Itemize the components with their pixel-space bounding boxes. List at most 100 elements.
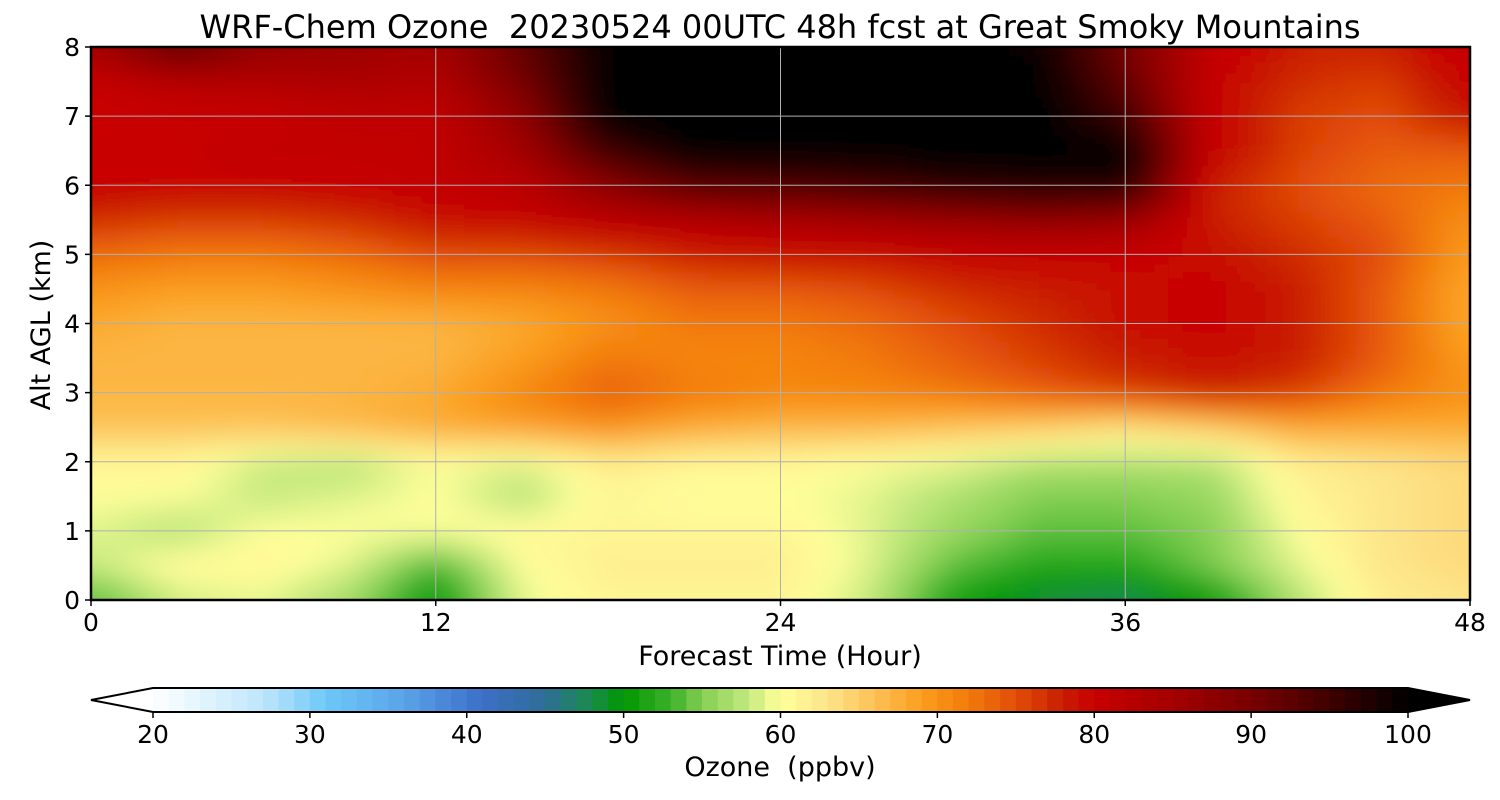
- heatmap-cell: [1182, 539, 1198, 549]
- heatmap-cell: [1326, 504, 1342, 515]
- heatmap-cell: [665, 193, 681, 204]
- heatmap-cell: [1110, 591, 1126, 600]
- heatmap-cell: [1340, 383, 1356, 394]
- heatmap-cell: [378, 444, 394, 454]
- heatmap-cell: [708, 288, 724, 299]
- heatmap-cell: [565, 176, 580, 186]
- heatmap-cell: [277, 392, 293, 402]
- heatmap-cell: [866, 254, 882, 264]
- heatmap-cell: [249, 530, 264, 541]
- heatmap-cell: [220, 513, 236, 523]
- heatmap-cell: [1369, 323, 1385, 333]
- heatmap-cell: [507, 479, 523, 489]
- heatmap-cell: [263, 539, 279, 549]
- heatmap-cell: [636, 176, 652, 186]
- heatmap-cell: [622, 574, 638, 584]
- heatmap-cell: [1240, 401, 1256, 411]
- heatmap-cell: [1412, 314, 1428, 325]
- heatmap-cell: [1225, 435, 1241, 446]
- heatmap-cell: [435, 522, 451, 532]
- heatmap-cell: [1311, 392, 1327, 402]
- heatmap-cell: [751, 271, 767, 281]
- heatmap-cell: [493, 202, 509, 212]
- heatmap-cell: [493, 453, 509, 463]
- heatmap-cell: [866, 323, 882, 333]
- heatmap-cell: [1283, 219, 1299, 230]
- heatmap-cell: [421, 366, 437, 376]
- heatmap-cell: [809, 530, 825, 541]
- heatmap-cell: [450, 461, 466, 471]
- heatmap-cell: [1398, 159, 1414, 169]
- heatmap-cell: [177, 280, 193, 290]
- heatmap-cell: [651, 332, 667, 342]
- heatmap-cell: [1197, 314, 1213, 325]
- heatmap-cell: [794, 539, 810, 549]
- heatmap-cell: [493, 193, 509, 204]
- heatmap-cell: [234, 349, 250, 359]
- heatmap-cell: [363, 211, 379, 221]
- heatmap-cell: [1240, 159, 1256, 169]
- heatmap-cell: [478, 340, 494, 351]
- heatmap-cell: [1340, 418, 1356, 428]
- heatmap-cell: [1326, 219, 1342, 230]
- heatmap-cell: [823, 358, 839, 368]
- heatmap-cell: [263, 185, 279, 195]
- heatmap-cell: [823, 470, 839, 480]
- heatmap-cell: [622, 427, 638, 437]
- heatmap-cell: [751, 193, 767, 204]
- heatmap-cell: [1211, 591, 1227, 600]
- heatmap-cell: [421, 574, 437, 584]
- heatmap-cell: [809, 496, 825, 506]
- heatmap-cell: [320, 556, 336, 567]
- heatmap-cell: [205, 202, 221, 212]
- heatmap-cell: [407, 150, 422, 160]
- heatmap-cell: [507, 254, 523, 264]
- heatmap-cell: [1139, 470, 1155, 480]
- heatmap-cell: [1340, 556, 1356, 567]
- heatmap-cell: [1254, 418, 1270, 428]
- heatmap-cell: [292, 496, 308, 506]
- heatmap-cell: [622, 375, 638, 385]
- heatmap-cell: [1426, 167, 1442, 178]
- heatmap-cell: [866, 461, 882, 471]
- heatmap-cell: [320, 574, 336, 584]
- heatmap-cell: [220, 375, 236, 385]
- heatmap-cell: [1096, 358, 1112, 368]
- heatmap-cell: [234, 504, 250, 515]
- heatmap-cell: [105, 461, 121, 471]
- heatmap-cell: [1096, 245, 1112, 255]
- heatmap-cell: [277, 444, 293, 454]
- heatmap-cell: [91, 332, 106, 342]
- heatmap-cell: [1053, 582, 1069, 592]
- heatmap-cell: [909, 383, 925, 394]
- heatmap-cell: [593, 479, 609, 489]
- heatmap-cell: [723, 453, 738, 463]
- heatmap-cell: [723, 358, 738, 368]
- heatmap-cell: [292, 288, 308, 299]
- heatmap-cell: [407, 228, 422, 238]
- heatmap-cell: [378, 574, 394, 584]
- heatmap-cell: [1096, 479, 1112, 489]
- heatmap-cell: [435, 504, 451, 515]
- heatmap-cell: [550, 409, 566, 420]
- heatmap-cell: [651, 314, 667, 325]
- heatmap-cell: [1340, 435, 1356, 446]
- heatmap-cell: [809, 435, 825, 446]
- heatmap-cell: [1355, 461, 1371, 471]
- heatmap-cell: [91, 504, 106, 515]
- heatmap-cell: [521, 306, 537, 316]
- heatmap-cell: [335, 358, 351, 368]
- heatmap-cell: [938, 444, 954, 454]
- heatmap-cell: [1010, 574, 1026, 584]
- heatmap-cell: [708, 211, 724, 221]
- heatmap-cell: [464, 504, 480, 515]
- heatmap-cell: [249, 444, 264, 454]
- heatmap-cell: [809, 297, 825, 307]
- heatmap-cell: [794, 522, 810, 532]
- heatmap-cell: [1412, 522, 1428, 532]
- heatmap-cell: [191, 358, 207, 368]
- heatmap-cell: [579, 185, 595, 195]
- heatmap-cell: [277, 383, 293, 394]
- heatmap-cell: [1240, 349, 1256, 359]
- heatmap-cell: [809, 461, 825, 471]
